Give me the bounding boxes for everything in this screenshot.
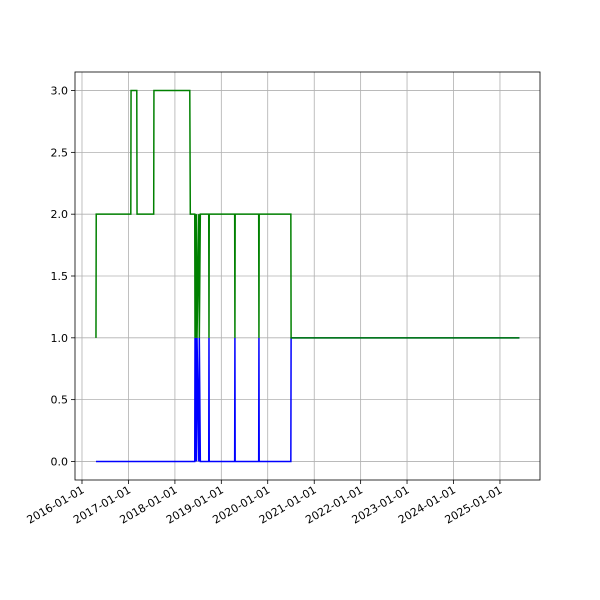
y-tick-label: 2.0 [51,208,69,221]
plot-frame [74,71,541,481]
y-tick-label: 2.5 [51,146,69,159]
series-line [95,89,520,339]
y-tick-label: 1.5 [51,270,69,283]
y-tick-label: 3.0 [51,85,69,98]
y-tick-label: 0.0 [51,455,69,468]
y-tick-label: 0.5 [51,394,69,407]
y-tick-label: 1.0 [51,332,69,345]
series-line [95,337,520,463]
